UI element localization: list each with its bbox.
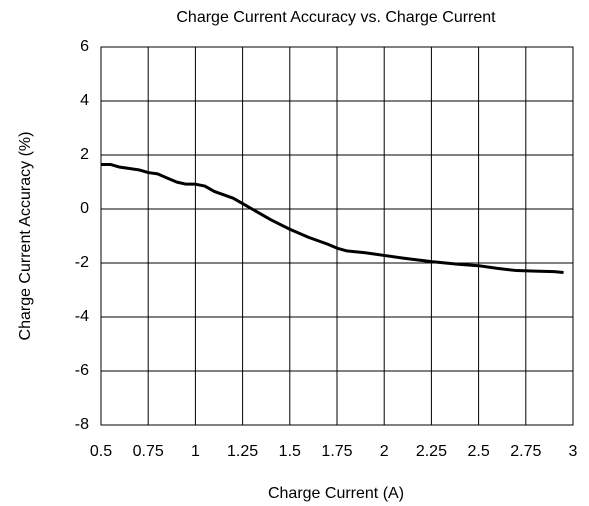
x-tick-label: 3 (569, 443, 578, 460)
line (101, 162, 564, 274)
x-tick-label: 1.5 (279, 443, 301, 460)
chart-title: Charge Current Accuracy vs. Charge Curre… (176, 9, 496, 26)
x-tick-label: 1.25 (227, 443, 258, 460)
y-tick-label: 4 (80, 92, 89, 109)
y-tick-label: -8 (75, 416, 89, 433)
y-tick-label: -4 (75, 308, 89, 325)
x-tick-label: 0.5 (90, 443, 112, 460)
y-tick-label: -2 (75, 254, 89, 271)
y-tick-label: 2 (80, 146, 89, 163)
x-tick-label: 2.5 (467, 443, 489, 460)
plot-frame (100, 46, 574, 426)
x-tick-label: 1 (191, 443, 200, 460)
y-tick-label: 0 (80, 200, 89, 217)
x-tick-label: 2.75 (510, 443, 541, 460)
x-tick-label: 1.75 (321, 443, 352, 460)
y-axis-label: Charge Current Accuracy (%) (17, 132, 34, 341)
x-tick-label: 2 (380, 443, 389, 460)
y-tick-label: -6 (75, 362, 89, 379)
x-tick-label: 0.75 (133, 443, 164, 460)
y-tick-label: 6 (80, 38, 89, 55)
x-tick-label: 2.25 (416, 443, 447, 460)
x-axis-label: Charge Current (A) (268, 485, 404, 502)
